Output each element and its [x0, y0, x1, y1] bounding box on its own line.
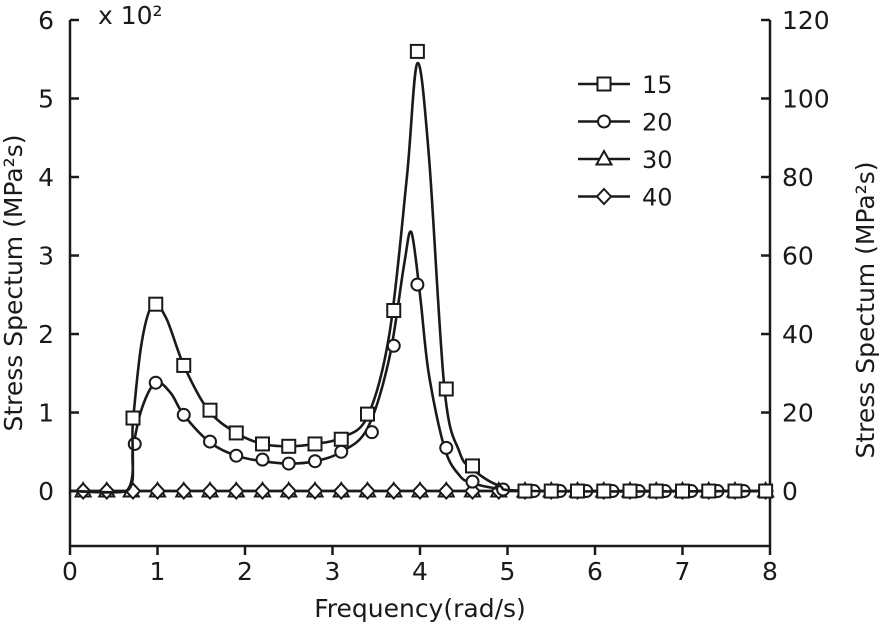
- y-right-tick-label: 40: [782, 320, 814, 349]
- x-tick-label: 1: [150, 557, 166, 586]
- series-15-point: [307, 436, 323, 452]
- series-20-point: [334, 444, 349, 459]
- series-20-point: [308, 454, 322, 469]
- legend-label: 20: [642, 109, 673, 137]
- y-right-tick-label: 0: [782, 477, 798, 506]
- x-tick-label: 8: [762, 557, 778, 586]
- series-15-point: [281, 438, 297, 454]
- y-left-tick-label: 4: [38, 163, 54, 192]
- series-15-point: [228, 425, 244, 441]
- x-tick-label: 5: [500, 557, 516, 586]
- series-15-point: [438, 381, 454, 397]
- series-15-point: [409, 43, 425, 59]
- legend-item-40: 40: [578, 184, 673, 212]
- series-40-point: [411, 482, 429, 501]
- series-group: [69, 43, 775, 501]
- y-right-axis-title: Stress Spectum (MPa²s): [851, 162, 880, 459]
- series-40-point: [280, 482, 298, 501]
- series-15-point: [517, 483, 533, 499]
- series-20-point: [281, 456, 296, 471]
- series-40-point: [359, 482, 376, 501]
- series-15-point: [596, 483, 612, 499]
- series-15-point: [465, 458, 480, 474]
- series-20-point: [127, 436, 142, 451]
- legend-label: 15: [642, 71, 673, 99]
- x-tick-label: 0: [62, 557, 78, 586]
- series-40-point: [332, 482, 350, 501]
- series-15-point: [333, 431, 349, 447]
- series-20-point: [439, 440, 454, 455]
- x-tick-label: 6: [587, 557, 603, 586]
- x-tick-label: 2: [237, 557, 253, 586]
- y-right-tick-label: 100: [782, 85, 830, 114]
- series-20-point: [203, 434, 217, 449]
- y-right-tick-label: 80: [782, 163, 814, 192]
- series-15-point: [255, 436, 270, 452]
- series-40-point: [227, 482, 245, 501]
- series-40-point: [149, 482, 166, 501]
- legend: 15 20 30 40: [578, 71, 673, 212]
- series-15-point: [125, 410, 141, 426]
- legend-label: 40: [642, 184, 673, 212]
- y-left-tick-label: 0: [38, 477, 54, 506]
- series-15-point: [648, 483, 664, 499]
- series-40-point: [201, 482, 219, 501]
- series-15-point: [622, 483, 638, 499]
- series-40-point: [254, 482, 271, 501]
- y-left-tick-label: 2: [38, 320, 54, 349]
- x-axis-title: Frequency(rad/s): [314, 594, 526, 623]
- series-20-point: [229, 448, 244, 463]
- legend-label: 30: [642, 146, 673, 174]
- series-20-point: [364, 425, 379, 440]
- series-20-line: [69, 230, 771, 494]
- x-tick-label: 7: [675, 557, 691, 586]
- series-40-point: [385, 482, 403, 501]
- y-left-tick-label: 6: [38, 6, 54, 35]
- series-20: [69, 230, 771, 499]
- series-40-point: [175, 482, 193, 501]
- legend-marker: [596, 76, 612, 92]
- series-15-point: [176, 357, 192, 373]
- series-15-point: [202, 402, 218, 418]
- y-left-tick-label: 1: [38, 399, 54, 428]
- series-20-point: [148, 375, 163, 390]
- y-left-axis-title: Stress Spectum (MPa²s): [0, 135, 28, 432]
- series-20-point: [386, 338, 401, 353]
- series-15-point: [543, 483, 559, 499]
- series-20-point: [176, 407, 191, 422]
- legend-marker: [595, 187, 613, 206]
- x-tick-label: 4: [412, 557, 428, 586]
- legend-item-30: 30: [578, 146, 673, 174]
- legend-marker: [594, 148, 614, 166]
- legend-marker: [597, 114, 611, 129]
- series-15-point: [727, 483, 743, 499]
- legend-item-15: 15: [578, 71, 673, 99]
- y-left-multiplier: x 10²: [98, 1, 163, 30]
- series-15-point: [386, 302, 402, 318]
- y-left-tick-label: 5: [38, 85, 54, 114]
- y-right-tick-label: 20: [782, 399, 814, 428]
- series-15-point: [570, 483, 585, 499]
- series-15: [69, 43, 774, 499]
- series-20-point: [255, 452, 270, 467]
- y-left-tick-label: 3: [38, 242, 54, 271]
- legend-item-20: 20: [578, 109, 673, 137]
- series-15-point: [701, 483, 717, 499]
- x-tick-label: 3: [325, 557, 341, 586]
- y-right-tick-label: 60: [782, 242, 814, 271]
- series-20-point: [410, 277, 425, 292]
- series-15-point: [360, 406, 375, 422]
- series-40-point: [437, 482, 455, 501]
- series-15-point: [758, 483, 774, 499]
- series-40-point: [306, 482, 324, 501]
- series-15-point: [675, 483, 690, 499]
- y-right-tick-label: 120: [782, 6, 830, 35]
- series-20-point: [465, 474, 480, 489]
- series-15-point: [148, 296, 164, 312]
